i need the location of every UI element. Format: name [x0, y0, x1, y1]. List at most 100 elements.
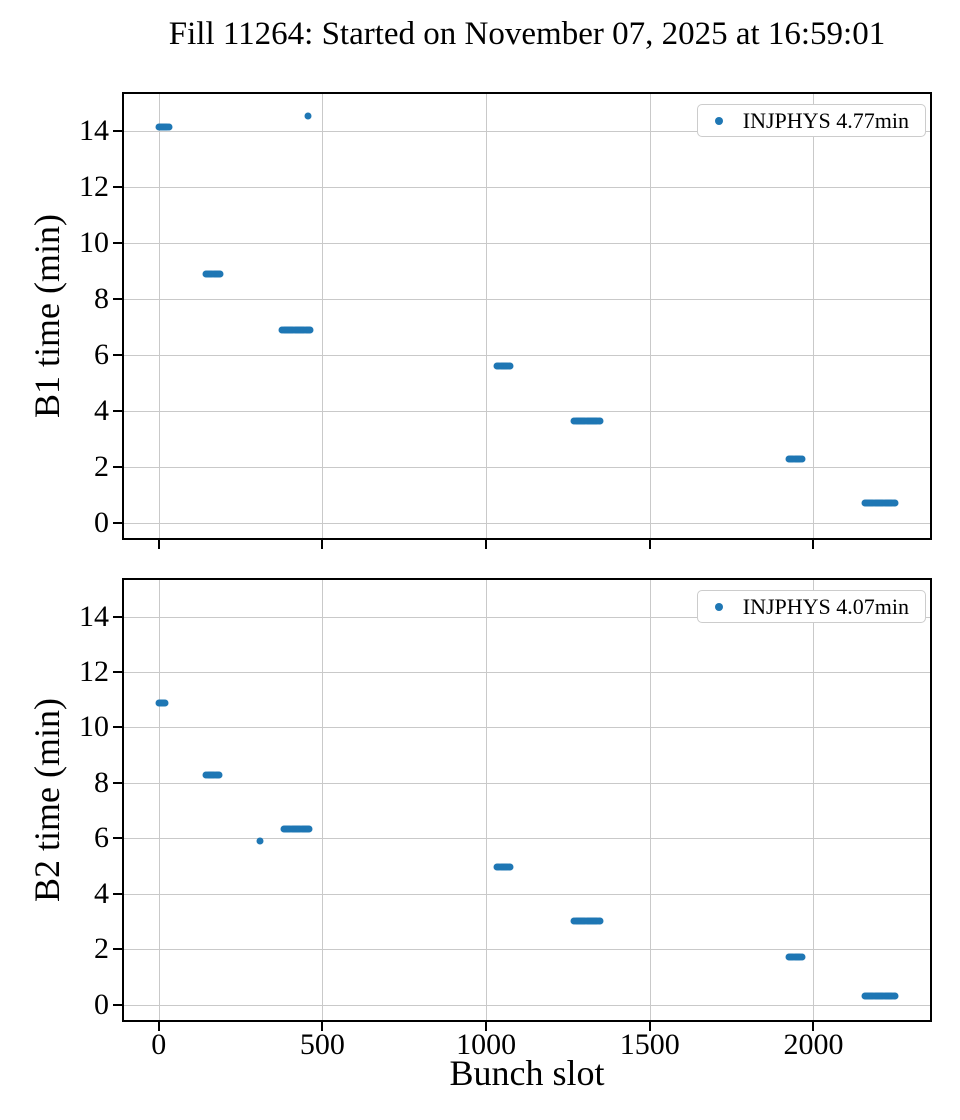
y-gridline — [124, 466, 930, 468]
y-gridline — [124, 242, 930, 244]
x-tick-label: 500 — [299, 1028, 345, 1061]
y-gridline — [124, 522, 930, 524]
y-tick-label: 4 — [94, 393, 109, 427]
y-tick-label: 4 — [94, 876, 109, 910]
x-tick-label: 0 — [151, 1028, 167, 1061]
y-tick-mark — [113, 409, 122, 412]
legend-label-b2: INJPHYS 4.07min — [742, 593, 909, 619]
y-gridline — [124, 186, 930, 188]
x-tick-mark — [321, 540, 324, 549]
data-point — [891, 992, 899, 1000]
y-tick-mark — [113, 615, 122, 618]
x-tick-mark — [648, 1022, 651, 1031]
x-gridline — [649, 580, 651, 1020]
y-tick-label: 0 — [94, 505, 109, 539]
legend-b1: INJPHYS 4.77min — [696, 104, 926, 137]
legend-marker-icon — [714, 602, 723, 611]
x-tick-mark — [812, 1022, 815, 1031]
y-tick-label: 2 — [94, 449, 109, 483]
data-point — [596, 417, 604, 425]
x-tick-label: 1000 — [456, 1028, 517, 1061]
y-axis-label-b2: B2 time (min) — [27, 698, 67, 902]
data-point — [215, 771, 223, 779]
figure-title: Fill 11264: Started on November 07, 2025… — [168, 16, 886, 52]
x-tick-mark — [812, 540, 815, 549]
y-tick-mark — [113, 781, 122, 784]
y-tick-label: 12 — [79, 655, 109, 689]
data-point — [216, 270, 224, 278]
y-tick-label: 12 — [79, 169, 109, 203]
x-tick-label: 2000 — [783, 1028, 844, 1061]
y-tick-label: 6 — [94, 821, 109, 855]
x-gridline — [158, 580, 160, 1020]
y-tick-mark — [113, 726, 122, 729]
y-gridline — [124, 354, 930, 356]
y-gridline — [124, 949, 930, 951]
x-gridline — [486, 94, 488, 538]
y-axis-label-b1: B1 time (min) — [27, 214, 67, 418]
y-tick-mark — [113, 948, 122, 951]
y-tick-mark — [113, 1003, 122, 1006]
y-gridline — [124, 298, 930, 300]
x-gridline — [813, 94, 815, 538]
x-tick-mark — [485, 1022, 488, 1031]
data-point — [304, 112, 312, 120]
x-gridline — [649, 94, 651, 538]
y-tick-mark — [113, 671, 122, 674]
y-gridline — [124, 616, 930, 618]
y-gridline — [124, 410, 930, 412]
y-tick-mark — [113, 185, 122, 188]
data-point — [165, 123, 173, 131]
data-point — [305, 825, 313, 833]
data-point — [596, 917, 604, 925]
x-tick-mark — [157, 540, 160, 549]
x-tick-mark — [157, 1022, 160, 1031]
y-tick-label: 8 — [94, 765, 109, 799]
y-tick-label: 6 — [94, 337, 109, 371]
y-tick-mark — [113, 892, 122, 895]
x-axis-label: Bunch slot — [449, 1053, 605, 1093]
data-point — [798, 953, 806, 961]
y-gridline — [124, 782, 930, 784]
y-gridline — [124, 130, 930, 132]
y-tick-mark — [113, 129, 122, 132]
y-tick-mark — [113, 837, 122, 840]
y-gridline — [124, 1004, 930, 1006]
x-gridline — [158, 94, 160, 538]
x-gridline — [813, 580, 815, 1020]
y-gridline — [124, 893, 930, 895]
y-gridline — [124, 672, 930, 674]
data-point — [506, 863, 514, 871]
plot-area-b2: INJPHYS 4.07min 0 500 1000 1500 2000 0 2 4 6 8 10 1… — [79, 578, 932, 1061]
y-tick-mark — [113, 241, 122, 244]
x-gridline — [322, 580, 324, 1020]
data-point — [798, 455, 806, 463]
plot-area-b1: INJPHYS 4.77min 0 2 4 6 8 10 12 14 — [79, 92, 932, 549]
legend-marker-icon — [714, 116, 723, 125]
y-tick-label: 0 — [94, 987, 109, 1021]
x-tick-mark — [321, 1022, 324, 1031]
legend-label-b1: INJPHYS 4.77min — [742, 107, 909, 133]
x-tick-mark — [485, 540, 488, 549]
y-tick-label: 2 — [94, 932, 109, 966]
x-tick-label: 1500 — [619, 1028, 680, 1061]
x-tick-mark — [648, 540, 651, 549]
y-tick-mark — [113, 353, 122, 356]
data-point — [891, 499, 899, 507]
data-point — [256, 837, 264, 845]
data-point — [161, 699, 169, 707]
data-point — [306, 326, 314, 334]
y-tick-mark — [113, 297, 122, 300]
x-gridline — [322, 94, 324, 538]
y-tick-label: 10 — [79, 710, 109, 744]
y-gridline — [124, 838, 930, 840]
data-point — [506, 362, 514, 370]
y-tick-mark — [113, 465, 122, 468]
y-tick-mark — [113, 521, 122, 524]
y-gridline — [124, 727, 930, 729]
y-tick-label: 8 — [94, 281, 109, 315]
y-tick-label: 14 — [79, 113, 109, 147]
legend-b2: INJPHYS 4.07min — [696, 590, 926, 623]
y-tick-label: 10 — [79, 225, 109, 259]
